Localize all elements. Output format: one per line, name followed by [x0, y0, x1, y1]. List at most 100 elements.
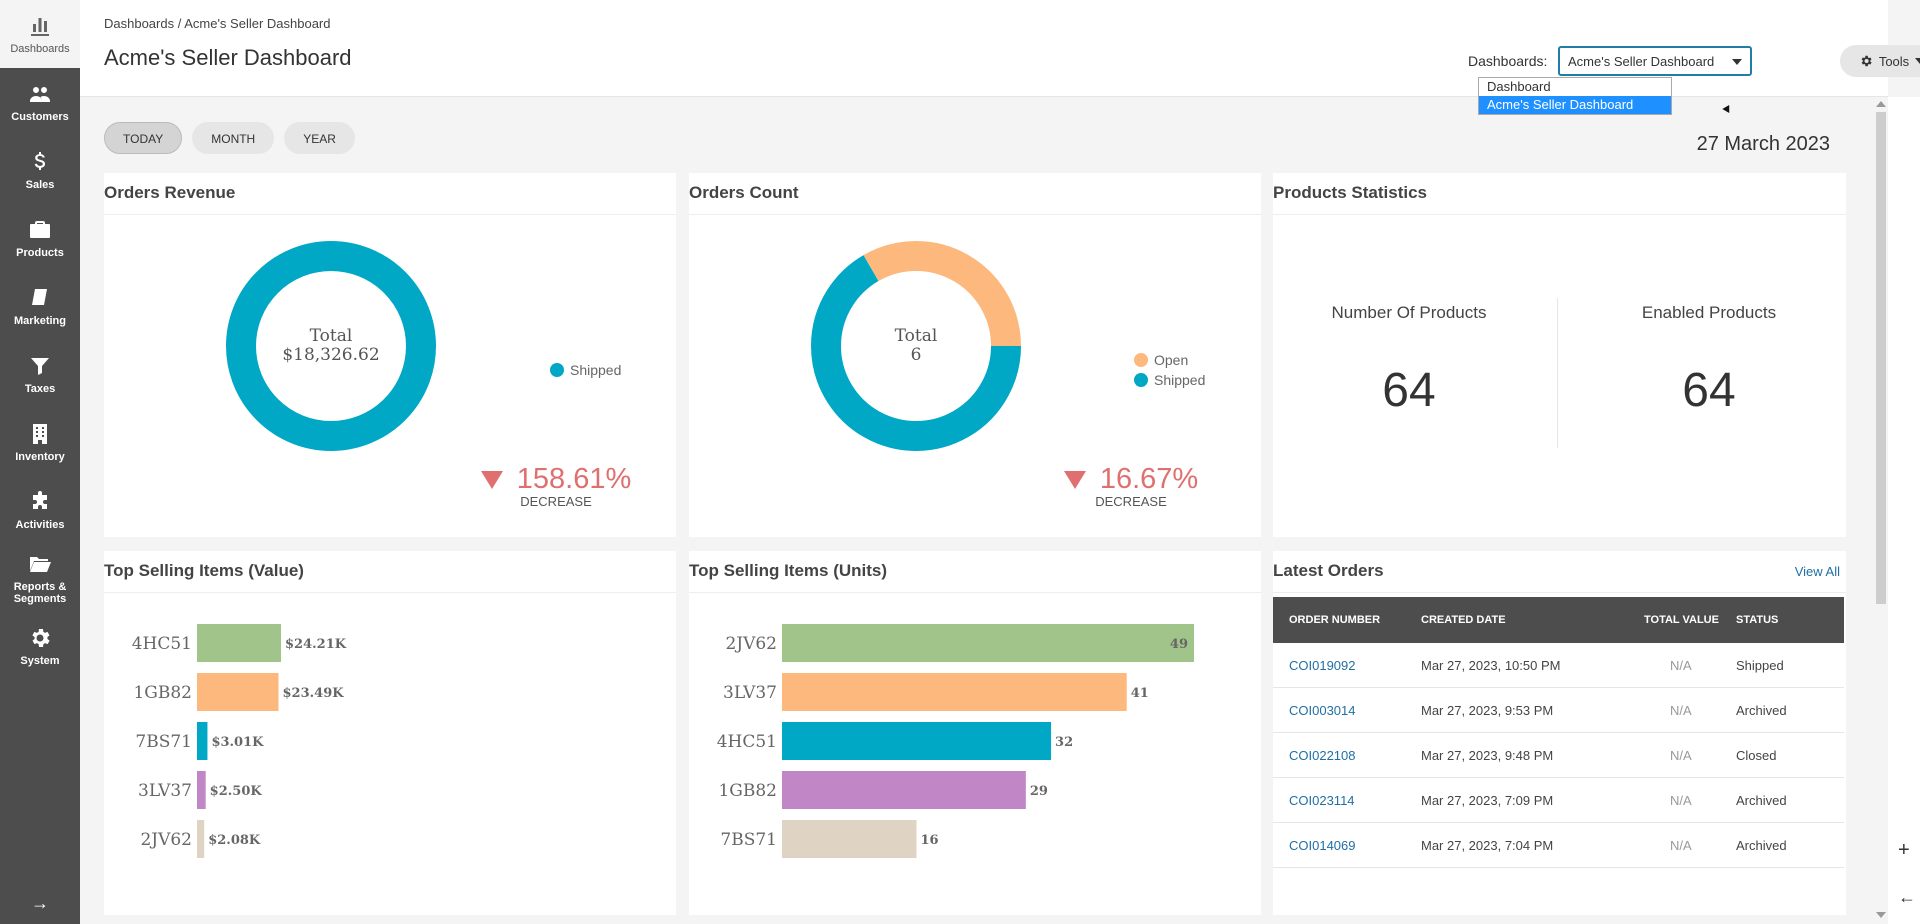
tools-button[interactable]: Tools — [1840, 45, 1920, 77]
dashboards-select[interactable]: Acme's Seller Dashboard — [1558, 46, 1752, 76]
order-status: Archived — [1736, 838, 1787, 853]
legend-label: Shipped — [1154, 372, 1206, 388]
legend-item[interactable]: Shipped — [550, 362, 621, 378]
bar-7bs71[interactable] — [782, 820, 917, 858]
sidebar-item-inventory[interactable]: Inventory — [0, 408, 80, 476]
column-header[interactable]: CREATED DATE — [1421, 614, 1506, 626]
period-today-button[interactable]: TODAY — [104, 122, 183, 154]
scroll-up-icon[interactable] — [1876, 101, 1886, 107]
caret-down-icon — [1915, 58, 1920, 64]
sidebar-item-customers[interactable]: Customers — [0, 68, 80, 136]
bar-category-label: 1GB82 — [718, 781, 777, 801]
bar-value-label: $2.08K — [208, 833, 261, 848]
donut-slice-shipped[interactable] — [226, 241, 436, 451]
sidebar-item-system[interactable]: System — [0, 612, 80, 680]
order-number-link[interactable]: COI023114 — [1289, 793, 1355, 808]
order-total: N/A — [1670, 703, 1692, 718]
column-header[interactable]: STATUS — [1736, 614, 1779, 626]
order-total: N/A — [1670, 793, 1692, 808]
dropdown-option[interactable]: Dashboard — [1487, 79, 1551, 94]
donut-slice-shipped[interactable] — [811, 255, 1021, 451]
card-title: Top Selling Items (Value) — [104, 551, 676, 593]
enabled-products-stat: Enabled Products 64 — [1573, 303, 1845, 418]
bar-7bs71[interactable] — [197, 722, 208, 760]
sidebar-item-taxes[interactable]: Taxes — [0, 340, 80, 408]
filter-icon — [27, 353, 53, 379]
scrollbar-thumb[interactable] — [1876, 112, 1886, 604]
orders-count-card: Orders Count Total 6 Open Shipped 16.67% D… — [689, 173, 1261, 537]
revenue-change-value: 158.61% — [516, 463, 632, 495]
column-header[interactable]: TOTAL VALUE — [1644, 614, 1719, 626]
bar-1gb82[interactable] — [782, 771, 1026, 809]
order-number-link[interactable]: COI003014 — [1289, 703, 1356, 718]
scroll-down-icon[interactable] — [1876, 912, 1886, 918]
sidebar-item-activities[interactable]: Activities — [0, 476, 80, 544]
bar-3lv37[interactable] — [782, 673, 1127, 711]
order-total: N/A — [1670, 658, 1692, 673]
period-month-button[interactable]: MONTH — [192, 122, 275, 154]
order-date: Mar 27, 2023, 7:09 PM — [1421, 793, 1554, 808]
legend-item[interactable]: Open — [1134, 352, 1205, 368]
order-number-link[interactable]: COI019092 — [1289, 658, 1356, 673]
orders-revenue-card: Orders Revenue Total $18,326.62 Shipped 1… — [104, 173, 676, 537]
order-date: Mar 27, 2023, 9:53 PM — [1421, 703, 1554, 718]
table-row[interactable]: COI019092 Mar 27, 2023, 10:50 PM N/A Shippe… — [1273, 643, 1844, 688]
stat-label: Number Of Products — [1331, 303, 1487, 322]
order-total: N/A — [1670, 838, 1692, 853]
card-title: Top Selling Items (Units) — [689, 551, 1261, 593]
count-change: 16.67% DECREASE — [1041, 463, 1221, 509]
orders-table-header: ORDER NUMBER CREATED DATE TOTAL VALUE ST… — [1273, 597, 1844, 643]
bar-4hc51[interactable] — [197, 624, 281, 662]
arrow-left-icon[interactable]: ← — [1898, 887, 1916, 907]
bar-value-label: $2.50K — [210, 784, 263, 799]
sidebar-item-label: Reports & Segments — [13, 581, 67, 605]
order-status: Archived — [1736, 703, 1787, 718]
donut-slice-open[interactable] — [863, 241, 1021, 347]
page-title: Acme's Seller Dashboard — [104, 45, 352, 70]
bar-1gb82[interactable] — [197, 673, 279, 711]
sidebar-item-products[interactable]: Products — [0, 204, 80, 272]
products-statistics-card: Products Statistics Number Of Products 6… — [1273, 173, 1846, 537]
top-selling-units-card: Top Selling Items (Units) 2JV62 49 3LV37 41… — [689, 551, 1261, 915]
table-row[interactable]: COI003014 Mar 27, 2023, 9:53 PM N/A Archive… — [1273, 688, 1844, 733]
order-number-link[interactable]: COI014069 — [1289, 838, 1356, 853]
bar-2jv62[interactable] — [197, 820, 205, 858]
column-header[interactable]: ORDER NUMBER — [1289, 614, 1381, 626]
bar-category-label: 3LV37 — [723, 683, 777, 703]
bar-category-label: 4HC51 — [132, 634, 192, 654]
card-title: Orders Revenue — [104, 173, 676, 215]
sidebar-item-dashboards[interactable]: Dashboards — [0, 0, 80, 68]
stat-divider — [1557, 298, 1558, 448]
users-icon — [27, 81, 53, 107]
dashboards-dropdown: Dashboard Acme's Seller Dashboard — [1478, 77, 1672, 115]
sidebar-item-sales[interactable]: Sales — [0, 136, 80, 204]
legend-item[interactable]: Shipped — [1134, 372, 1205, 388]
table-row[interactable]: COI023114 Mar 27, 2023, 7:09 PM N/A Archive… — [1273, 778, 1844, 823]
gear-icon — [1861, 55, 1872, 67]
right-rail: + ← — [1888, 97, 1920, 924]
bar-chart-icon — [27, 13, 53, 39]
bar-4hc51[interactable] — [782, 722, 1052, 760]
order-number-link[interactable]: COI022108 — [1289, 748, 1356, 763]
plus-icon[interactable]: + — [1898, 839, 1910, 861]
sidebar-item-marketing[interactable]: Marketing — [0, 272, 80, 340]
order-status: Closed — [1736, 748, 1777, 763]
sidebar-item-reports-segments[interactable]: Reports & Segments — [0, 544, 80, 612]
bar-2jv62[interactable] — [782, 624, 1194, 662]
dropdown-option-selected[interactable]: Acme's Seller Dashboard — [1479, 96, 1671, 114]
table-row[interactable]: COI014069 Mar 27, 2023, 7:04 PM N/A Archive… — [1273, 823, 1844, 868]
view-all-link[interactable]: View All — [1794, 564, 1840, 579]
gear-icon — [27, 625, 53, 651]
briefcase-icon — [27, 217, 53, 243]
building-icon — [27, 421, 53, 447]
expand-sidebar-icon[interactable]: → — [31, 893, 49, 913]
bar-3lv37[interactable] — [197, 771, 206, 809]
order-date: Mar 27, 2023, 7:04 PM — [1421, 838, 1554, 853]
triangle-down-icon — [1063, 471, 1086, 490]
bar-value-label: $23.49K — [283, 686, 345, 701]
breadcrumb[interactable]: Dashboards / Acme's Seller Dashboard — [104, 16, 331, 31]
book-icon — [27, 285, 53, 311]
table-row[interactable]: COI022108 Mar 27, 2023, 9:48 PM N/A Closed — [1273, 733, 1844, 778]
period-year-button[interactable]: YEAR — [284, 122, 355, 154]
